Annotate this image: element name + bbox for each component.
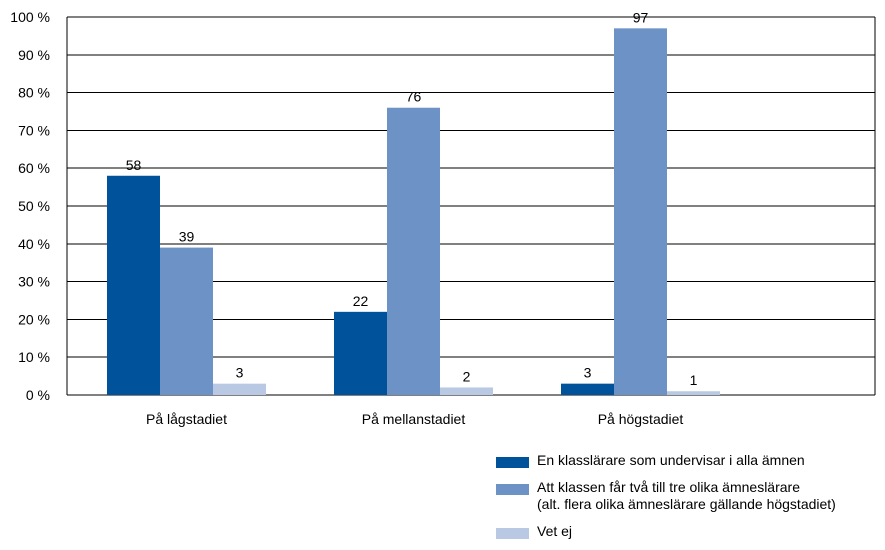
bar (213, 383, 266, 395)
x-tick-label: På lågstadiet (146, 411, 227, 427)
data-label: 1 (690, 372, 698, 388)
y-tick-label: 20 % (18, 311, 50, 327)
y-tick-label: 60 % (18, 160, 50, 176)
legend-swatch (496, 457, 529, 468)
bars (107, 28, 720, 396)
y-tick-label: 80 % (18, 85, 50, 101)
data-labels: 58 39 3 22 76 2 3 97 1 (126, 9, 698, 388)
data-label: 22 (353, 293, 369, 309)
bar (614, 28, 667, 396)
y-tick-label: 10 % (18, 349, 50, 365)
x-axis-category-labels: På lågstadiet På mellanstadiet På högstadi… (146, 411, 683, 427)
legend-label: Att klassen får två till tre olika ämnes… (537, 479, 836, 512)
data-label: 76 (406, 89, 422, 105)
bar (387, 107, 440, 395)
y-tick-label: 90 % (18, 47, 50, 63)
y-tick-label: 50 % (18, 198, 50, 214)
legend-label: Vet ej (537, 523, 573, 539)
x-tick-label: På högstadiet (598, 411, 684, 427)
bar (667, 391, 720, 395)
data-label: 3 (584, 365, 592, 381)
y-tick-label: 100 % (10, 9, 50, 25)
y-axis-tick-labels: 0 % 10 % 20 % 30 % 40 % 50 % 60 % 70 % 80 % 90 % 1… (10, 9, 50, 403)
legend-swatch (496, 528, 529, 539)
bar (107, 175, 160, 395)
data-label: 39 (179, 229, 195, 245)
y-tick-label: 70 % (18, 122, 50, 138)
data-label: 58 (126, 157, 142, 173)
bar (160, 247, 213, 395)
x-tick-label: På mellanstadiet (362, 411, 466, 427)
legend-swatch (496, 484, 529, 495)
bar (440, 387, 493, 395)
legend: En klasslärare som undervisar i alla ämn… (496, 452, 836, 550)
y-tick-label: 40 % (18, 236, 50, 252)
data-label: 97 (633, 9, 649, 25)
y-tick-label: 0 % (26, 387, 50, 403)
y-tick-label: 30 % (18, 274, 50, 290)
bar (561, 383, 614, 395)
data-label: 3 (236, 365, 244, 381)
data-label: 2 (463, 368, 471, 384)
legend-item: En klasslärare som undervisar i alla ämn… (496, 452, 836, 469)
legend-item: Vet ej (496, 523, 836, 540)
legend-label: En klasslärare som undervisar i alla ämn… (537, 452, 805, 468)
bar (334, 311, 387, 395)
legend-item: Att klassen får två till tre olika ämnes… (496, 479, 836, 513)
